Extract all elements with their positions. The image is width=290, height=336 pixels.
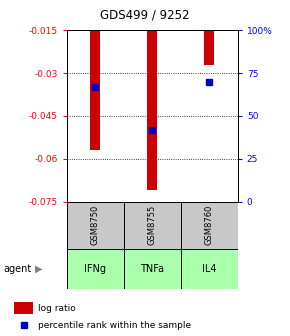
Bar [90, 30, 100, 150]
Bar [204, 30, 214, 65]
Text: IFNg: IFNg [84, 264, 106, 274]
Bar [181, 249, 238, 289]
Bar [67, 249, 124, 289]
Text: agent: agent [3, 264, 31, 274]
Text: GSM8750: GSM8750 [91, 205, 100, 245]
Text: TNFa: TNFa [140, 264, 164, 274]
Bar [67, 202, 124, 249]
Bar [181, 202, 238, 249]
Bar [124, 249, 181, 289]
Text: GDS499 / 9252: GDS499 / 9252 [100, 9, 190, 22]
Text: GSM8755: GSM8755 [148, 205, 157, 245]
Text: GSM8760: GSM8760 [205, 205, 214, 245]
Text: percentile rank within the sample: percentile rank within the sample [38, 321, 191, 330]
Bar [124, 202, 181, 249]
Bar [147, 30, 157, 190]
Text: log ratio: log ratio [38, 304, 76, 313]
Bar [14, 302, 33, 314]
Text: ▶: ▶ [35, 264, 43, 274]
Text: IL4: IL4 [202, 264, 217, 274]
